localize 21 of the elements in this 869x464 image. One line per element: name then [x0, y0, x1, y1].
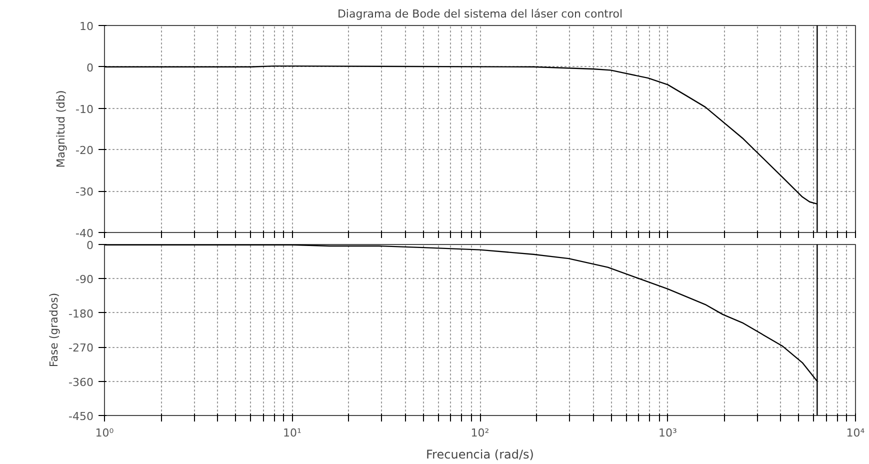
- y-tick-label: 0: [86, 239, 94, 252]
- x-tick-label: 10¹: [283, 426, 302, 440]
- x-axis-title: Frecuencia (rad/s): [426, 448, 534, 462]
- y-axis-title: Fase (grados): [48, 292, 61, 368]
- y-tick-label: 0: [86, 61, 94, 74]
- x-tick-label: 10³: [658, 426, 677, 440]
- y-tick-label: -30: [76, 186, 94, 199]
- y-tick-label: -180: [68, 307, 94, 320]
- y-tick-label: -10: [76, 102, 94, 116]
- chart-title: Diagrama de Bode del sistema del láser con control: [337, 8, 623, 20]
- x-tick-label: 10⁴: [846, 426, 866, 440]
- y-axis-title: Magnitud (db): [54, 90, 68, 168]
- y-tick-label: -450: [68, 410, 94, 423]
- y-tick-label: -20: [76, 144, 94, 158]
- y-tick-label: -360: [68, 376, 94, 389]
- x-tick-label: 10²: [470, 426, 490, 440]
- y-tick-label: 10: [80, 20, 94, 33]
- x-tick-label: 10⁰: [95, 426, 114, 440]
- y-tick-label: -40: [76, 227, 94, 240]
- y-tick-label: -270: [68, 342, 94, 355]
- y-tick-label: -90: [76, 273, 94, 286]
